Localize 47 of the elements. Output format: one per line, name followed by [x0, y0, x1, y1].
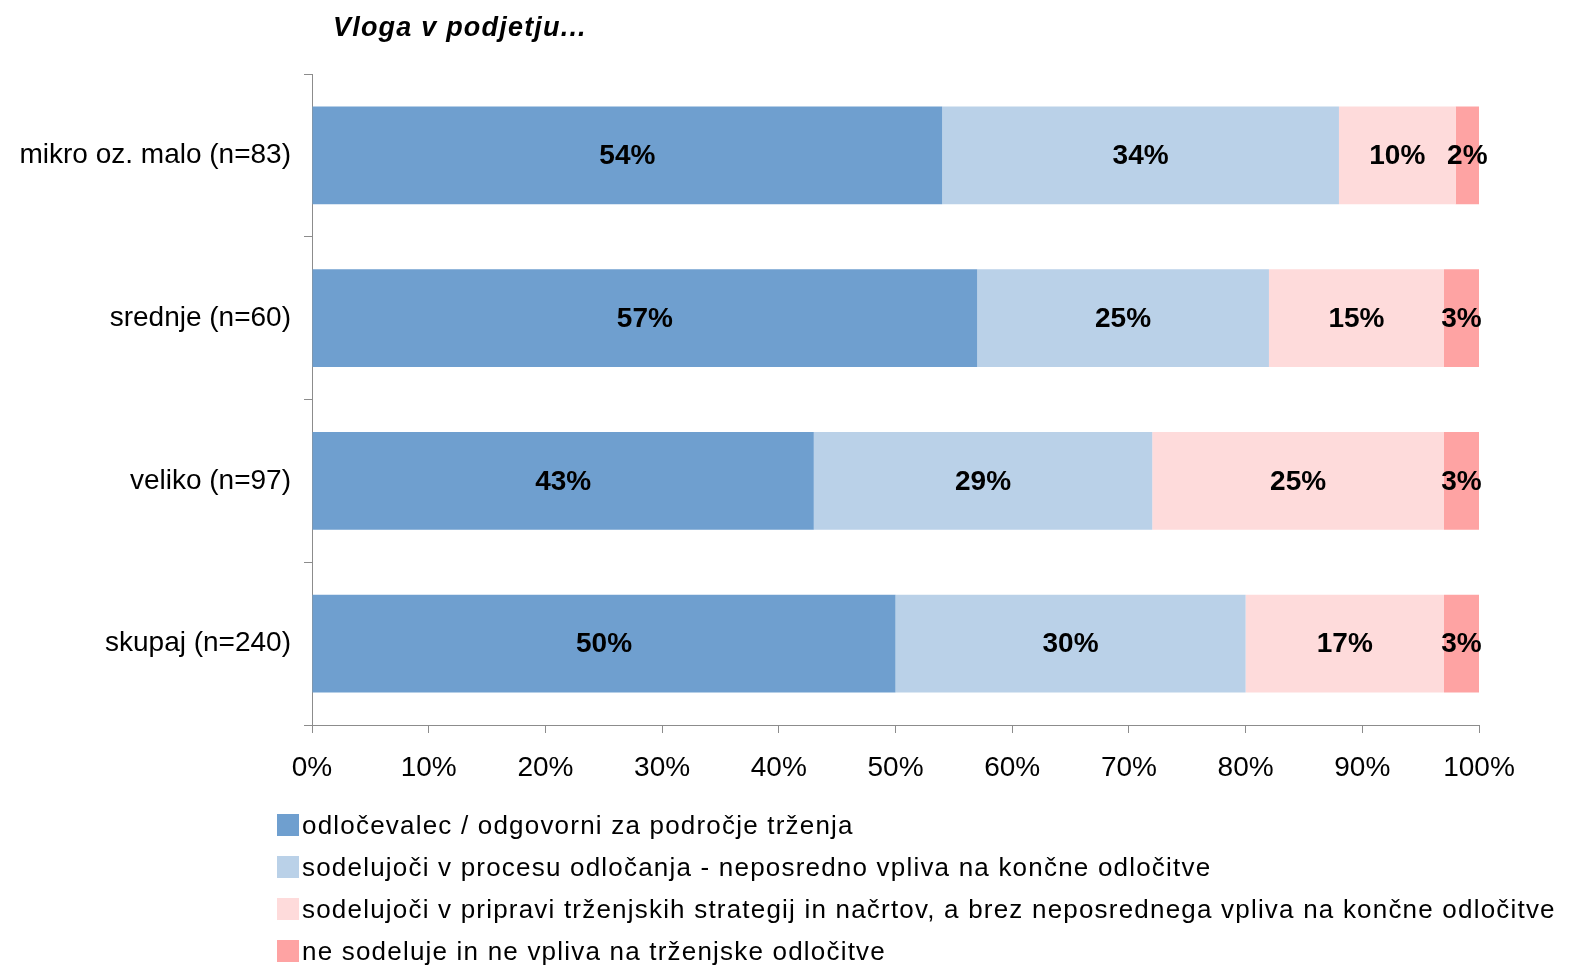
data-label: 3% — [1441, 464, 1482, 496]
data-label: 54% — [599, 139, 656, 171]
x-tick-label: 50% — [867, 750, 924, 782]
data-label: 29% — [955, 464, 1012, 496]
bar — [895, 594, 1246, 693]
data-label: 2% — [1447, 139, 1488, 171]
bar — [1268, 269, 1444, 367]
data-label: 10% — [1369, 139, 1426, 171]
x-tick-label: 10% — [400, 750, 457, 782]
data-label: 50% — [575, 627, 633, 659]
legend-label: sodelujoči v pripravi trženjskih strategij in načrtov, a brez neposrednega vpliva na končne odločitve — [302, 893, 1556, 925]
bar — [312, 106, 943, 205]
data-label: 25% — [1095, 301, 1152, 333]
bar — [977, 269, 1269, 367]
data-label: 3% — [1441, 301, 1482, 333]
x-tick-label: 30% — [634, 750, 691, 782]
legend-label: sodelujoči v procesu odločanja - neposredno vpliva na končne odločitve — [302, 851, 1212, 883]
x-tick-label: 60% — [984, 750, 1041, 782]
bar — [312, 269, 978, 367]
bar — [312, 594, 896, 693]
data-label: 25% — [1270, 464, 1327, 496]
y-tick-label: veliko (n=97) — [129, 463, 291, 495]
y-tick-label: mikro oz. malo (n=83) — [19, 138, 291, 170]
x-tick-label: 0% — [291, 750, 333, 782]
x-tick-label: 90% — [1334, 750, 1391, 782]
chart-title: Vloga v podjetju... — [333, 12, 587, 43]
data-label: 57% — [616, 301, 673, 333]
x-tick-label: 20% — [517, 750, 574, 782]
data-label: 15% — [1328, 301, 1385, 333]
bar — [312, 432, 814, 530]
y-tick-label: skupaj (n=240) — [104, 626, 291, 658]
data-label: 43% — [535, 464, 592, 496]
legend-label: ne sodeluje in ne vpliva na trženjske odločitve — [302, 935, 886, 967]
bar — [1152, 432, 1444, 530]
data-label: 17% — [1316, 627, 1373, 659]
x-tick-label: 40% — [750, 750, 807, 782]
x-tick-label: 70% — [1100, 750, 1157, 782]
data-label: 3% — [1441, 627, 1482, 659]
bar — [1245, 594, 1444, 693]
legend-label: odločevalec / odgovorni za področje trženja — [302, 809, 854, 841]
data-label: 30% — [1042, 627, 1099, 659]
y-tick-label: srednje (n=60) — [109, 300, 291, 332]
bar — [942, 106, 1339, 205]
x-tick-label: 80% — [1217, 750, 1274, 782]
data-label: 34% — [1112, 139, 1169, 171]
x-tick-label: 100% — [1443, 750, 1515, 782]
bar — [813, 432, 1153, 530]
